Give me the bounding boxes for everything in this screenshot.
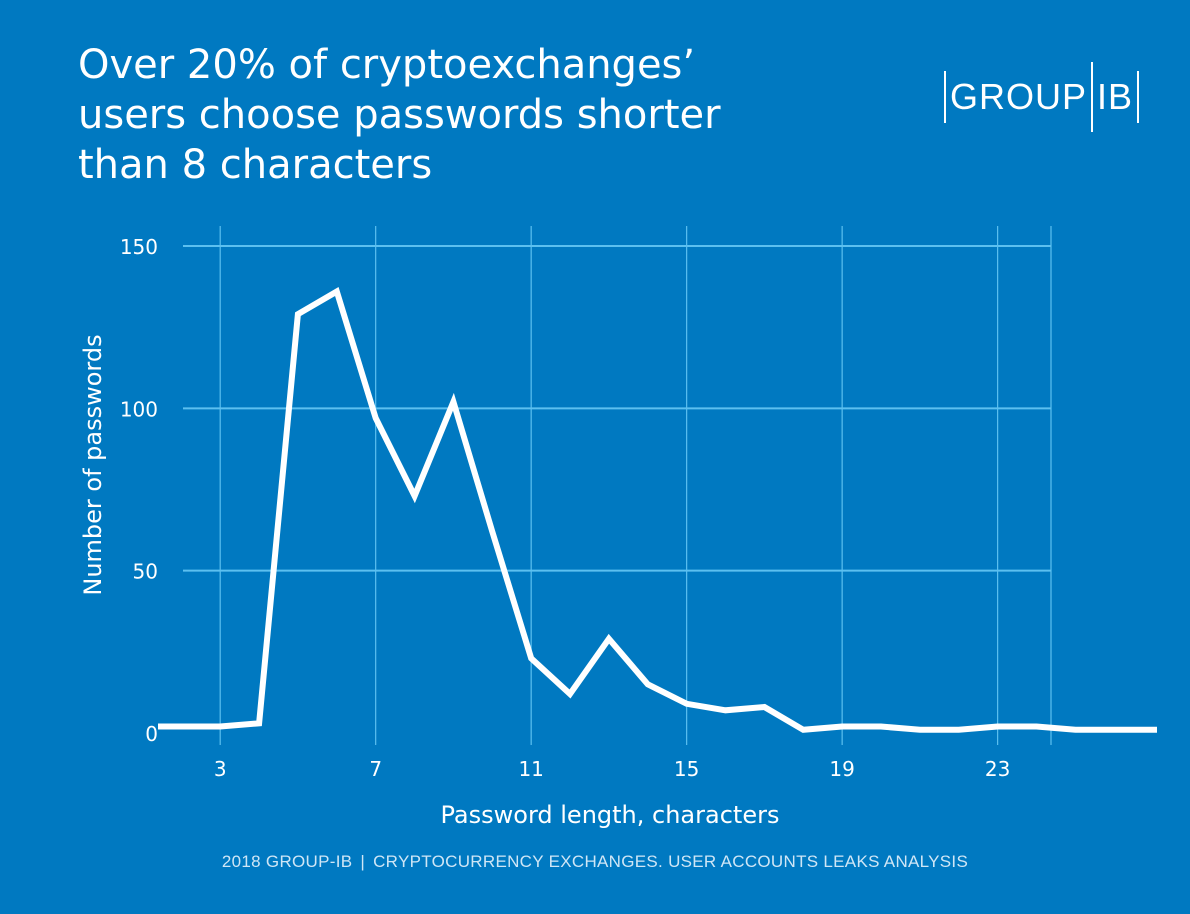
- group-ib-logo: GROUP IB: [944, 62, 1140, 132]
- x-tick-label-23: 23: [985, 757, 1010, 781]
- y-tick-label-0: 0: [145, 722, 158, 746]
- x-tick-label-3: 3: [214, 757, 227, 781]
- series-line-0: [158, 287, 1157, 733]
- logo-bar-left: [944, 71, 946, 123]
- x-tick-label-11: 11: [518, 757, 543, 781]
- logo-text-right: IB: [1097, 76, 1134, 117]
- axis-ticks: 0 50 100 150 3 7 11 15 19 23: [120, 235, 1011, 781]
- x-tick-label-15: 15: [674, 757, 699, 781]
- logo-bar-right: [1137, 71, 1140, 123]
- y-tick-label-150: 150: [120, 235, 158, 259]
- footer-separator: |: [360, 852, 366, 871]
- footer-year-brand: 2018 GROUP-IB: [221, 852, 353, 871]
- title-line-2: users choose passwords shorter: [78, 92, 721, 138]
- y-tick-label-100: 100: [120, 397, 158, 421]
- title-line-3: than 8 characters: [78, 142, 433, 188]
- logo-text-left: GROUP: [950, 76, 1088, 117]
- x-tick-label-19: 19: [829, 757, 854, 781]
- x-tick-label-7: 7: [369, 757, 382, 781]
- footer: 2018 GROUP-IB | CRYPTOCURRENCY EXCHANGES. …: [0, 852, 1190, 872]
- series-layer: [158, 287, 1157, 733]
- y-tick-label-50: 50: [133, 560, 158, 584]
- footer-report-name: CRYPTOCURRENCY EXCHANGES. USER ACCOUNTS …: [373, 852, 969, 871]
- logo-bar-middle: [1091, 62, 1094, 132]
- x-axis-label: Password length, characters: [441, 801, 780, 829]
- chart-title: Over 20% of cryptoexchanges’ users choos…: [78, 40, 778, 190]
- y-axis-label: Number of passwords: [79, 334, 107, 595]
- title-line-1: Over 20% of cryptoexchanges’: [78, 42, 696, 88]
